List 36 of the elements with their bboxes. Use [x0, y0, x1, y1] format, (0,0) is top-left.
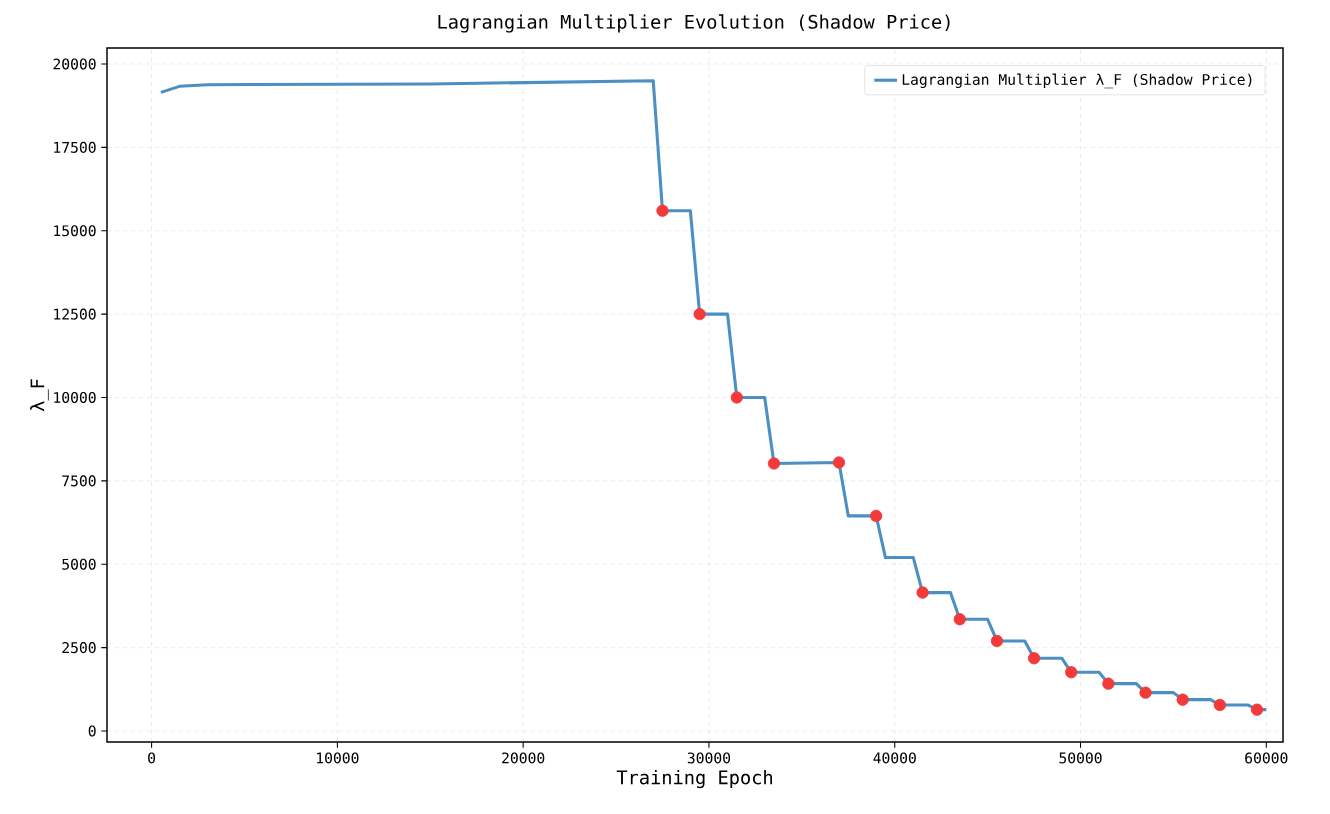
y-axis-title: λ_F [30, 379, 49, 412]
point [916, 586, 929, 599]
y-tick-label: 20000 [53, 58, 96, 70]
point [832, 456, 846, 469]
point [870, 509, 883, 523]
chart-title: Lagrangian Multiplier Evolution (Shadow Price) [438, 14, 950, 33]
x-tick-label: 20000 [502, 752, 545, 764]
point [1102, 677, 1115, 690]
y-tick-label: 7500 [62, 475, 96, 487]
point [656, 204, 669, 217]
point [767, 457, 781, 470]
y-tick-label: 10000 [54, 391, 96, 404]
point [1176, 693, 1189, 706]
y-tick-label: 17500 [54, 141, 96, 153]
x-tick-label: 10000 [317, 752, 359, 764]
point [1027, 652, 1041, 665]
x-tick-label: 30000 [687, 752, 731, 764]
point [1250, 703, 1264, 716]
point [953, 613, 966, 626]
point [730, 391, 743, 404]
x-tick-label: 40000 [873, 752, 916, 764]
y-tick-label: 15000 [54, 225, 96, 237]
point [1065, 666, 1078, 679]
point [1139, 686, 1152, 699]
y-tick-label: 5000 [62, 558, 96, 570]
y-tick-label: 2500 [62, 642, 96, 654]
x-tick-label: 50000 [1059, 752, 1102, 764]
y-tick-label: 0 [88, 725, 96, 737]
legend-label: Lagrangian Multiplier λ_F (Shadow Price) [902, 73, 1252, 89]
point [693, 307, 706, 321]
x-tick-label: 60000 [1245, 752, 1288, 764]
y-tick-label: 12500 [54, 308, 96, 320]
point [1213, 698, 1226, 712]
x-axis-title: Training Epoch [616, 769, 773, 789]
point [990, 634, 1004, 648]
x-tick-label: 0 [148, 752, 156, 764]
